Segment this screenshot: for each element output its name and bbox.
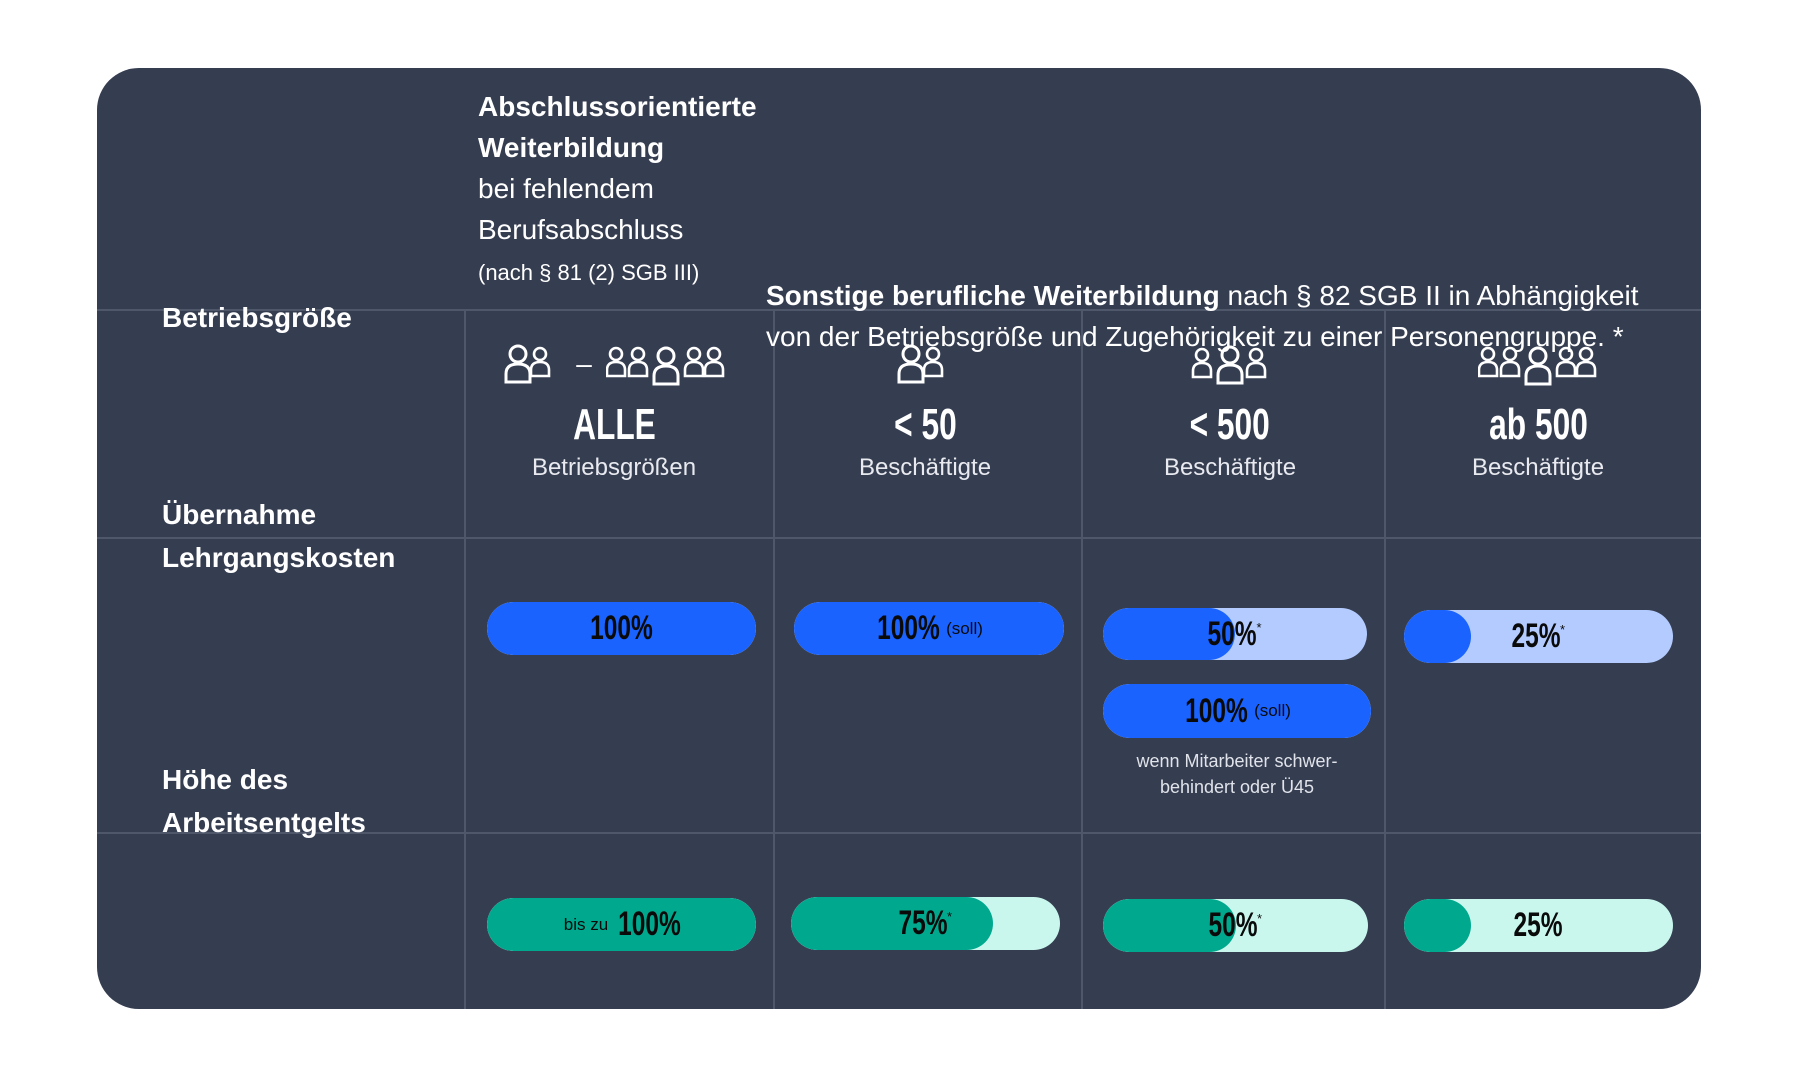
bar-fill xyxy=(1404,899,1472,952)
two-people-icon xyxy=(897,344,944,384)
divider xyxy=(464,309,466,1009)
bar-suffix: (soll) xyxy=(1254,701,1291,720)
header-left-ref: (nach § 81 (2) SGB III) xyxy=(478,260,700,285)
header-left-text: Berufsabschluss xyxy=(478,214,684,245)
header-left-text: bei fehlendem xyxy=(478,173,654,204)
note-text: wenn Mitarbeiter schwer- xyxy=(1136,751,1338,771)
bar-fill xyxy=(1103,608,1235,660)
bar-suffix: (soll) xyxy=(946,618,983,638)
cost-bar-ab500: 25% * xyxy=(1404,610,1673,663)
bar-fill xyxy=(794,602,1064,655)
bar-fill xyxy=(1103,684,1371,738)
range-dash: – xyxy=(576,348,592,379)
size-value: < 500 xyxy=(1189,400,1271,449)
bar-fill xyxy=(1404,610,1472,663)
column-all: – ALLE Betriebsgrößen xyxy=(464,336,764,484)
bar-value: 100% xyxy=(590,609,653,647)
funding-table: Abschlussorientierte Weiterbildung bei f… xyxy=(97,68,1701,1009)
special-condition-note: wenn Mitarbeiter schwer-behindert oder Ü… xyxy=(1103,748,1371,800)
row-label-text: Übernahme xyxy=(162,499,317,530)
footnote-mark: * xyxy=(947,909,953,924)
three-people-icon xyxy=(1191,345,1267,385)
pay-bar-ab500: 25% xyxy=(1404,899,1673,952)
bar-fill xyxy=(487,898,756,951)
two-people-icon xyxy=(504,344,551,384)
size-unit: Beschäftigte xyxy=(1471,454,1605,481)
bar-value: 50% xyxy=(1208,906,1258,944)
size-value: < 50 xyxy=(893,400,957,449)
bar-value: 100% xyxy=(877,609,940,647)
pay-bar-lt500: 50% * xyxy=(1103,899,1368,952)
size-unit: Beschäftigte xyxy=(858,454,992,481)
pay-bar-all: bis zu 100% xyxy=(487,898,756,951)
cost-bar-lt50: 100% (soll) xyxy=(794,602,1064,655)
footnote-mark: * xyxy=(1257,911,1263,926)
bar-value: 75% xyxy=(898,904,948,942)
cost-bar-lt500-special: 100% (soll) xyxy=(1103,684,1371,738)
cost-bar-lt500: 50% * xyxy=(1103,608,1367,660)
bar-value: 100% xyxy=(1185,691,1248,730)
divider xyxy=(1384,309,1386,1009)
size-value: ALLE xyxy=(572,400,656,449)
row-label-size: Betriebsgröße xyxy=(162,302,352,333)
bar-fill xyxy=(487,602,756,655)
header-left-title: Abschlussorientierte xyxy=(478,91,757,122)
row-label-costs: Übernahme Lehrgangskosten xyxy=(162,493,395,579)
row-label-pay: Höhe des Arbeitsentgelts xyxy=(162,758,366,844)
column-lt50: < 50 Beschäftigte xyxy=(775,336,1075,484)
five-people-icon xyxy=(1478,346,1597,386)
size-value: ab 500 xyxy=(1488,400,1588,449)
divider xyxy=(773,309,775,1009)
bar-value: 100% xyxy=(618,905,682,943)
footnote-mark: * xyxy=(1256,620,1262,635)
bar-prefix: bis zu xyxy=(563,914,609,934)
bar-value: 50% xyxy=(1207,614,1257,653)
column-ab500: ab 500 Beschäftigte xyxy=(1388,336,1688,484)
column-lt500: < 500 Beschäftigte xyxy=(1080,336,1380,484)
footnote-mark: * xyxy=(1560,622,1566,637)
note-text: behindert oder Ü45 xyxy=(1159,777,1315,797)
header-right-text: nach § 82 SGB II in Abhängigkeit xyxy=(1219,280,1639,311)
header-left: Abschlussorientierte Weiterbildung bei f… xyxy=(478,86,757,293)
size-unit: Betriebsgrößen xyxy=(531,454,697,481)
header-right-title: Sonstige berufliche Weiterbildung xyxy=(766,280,1220,311)
divider xyxy=(97,309,1701,311)
cost-bar-all: 100% xyxy=(487,602,756,655)
bar-value: 25% xyxy=(1513,906,1564,944)
row-label-text: Lehrgangskosten xyxy=(162,542,396,573)
bar-value: 25% xyxy=(1511,617,1561,655)
row-label-text: Arbeitsentgelts xyxy=(162,807,366,838)
five-people-icon xyxy=(605,346,725,386)
divider xyxy=(1081,309,1083,1009)
divider xyxy=(97,832,1701,834)
bar-fill xyxy=(1103,899,1236,952)
size-unit: Beschäftigte xyxy=(1163,454,1297,481)
row-label-text: Höhe des xyxy=(162,764,289,795)
pay-bar-lt50: 75% * xyxy=(791,897,1060,950)
header-left-title: Weiterbildung xyxy=(478,132,665,163)
bar-fill xyxy=(791,897,993,950)
divider xyxy=(97,537,1701,539)
